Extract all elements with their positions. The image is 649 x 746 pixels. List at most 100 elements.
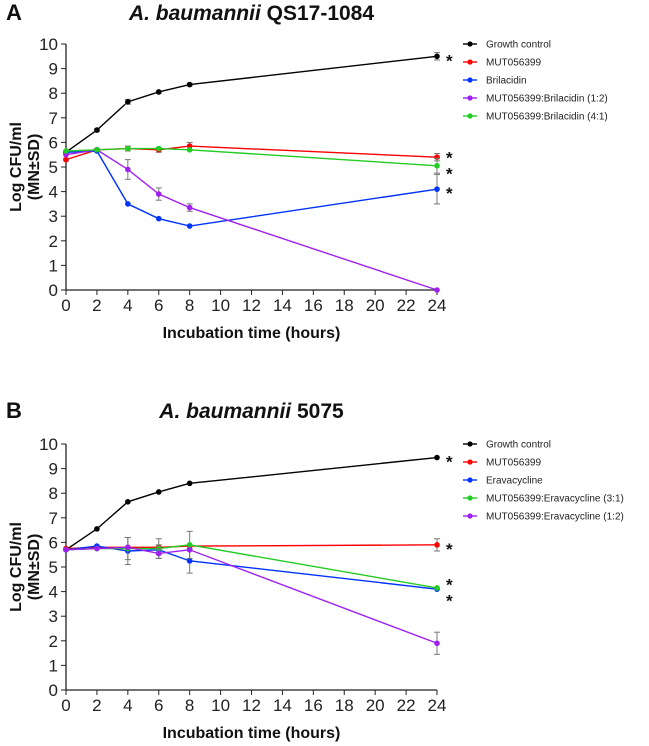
y-tick-label: 2 [49,632,58,651]
y-tick-label: 9 [49,460,58,479]
data-point [434,542,440,548]
x-tick-label: 12 [242,696,261,715]
data-point [434,162,440,169]
x-tick-label: 22 [397,696,416,715]
y-tick-label: 7 [49,109,58,128]
significance-asterisk: * [446,164,453,183]
legend-entry: MUT056399:Eravacycline (3:1) [486,494,624,505]
series-line [65,456,438,551]
y-tick-label: 1 [49,256,58,275]
legend-marker [467,459,473,465]
x-axis-label: Incubation time (hours) [163,725,341,742]
y-tick-label: 6 [49,133,58,152]
legend-marker [467,477,473,483]
y-tick-label: 0 [49,681,58,700]
x-tick-label: 6 [154,696,163,715]
y-tick-label: 10 [39,35,58,54]
significance-asterisk: * [446,540,453,559]
data-point [186,204,193,211]
legend-entry: MUT056399 [486,58,541,69]
legend-marker [467,41,473,47]
y-tick-label: 3 [49,607,58,626]
x-tick-label: 18 [335,296,354,315]
chart-title: A. baumannii 5075 [158,400,344,423]
series-line [65,55,438,153]
y-tick-label: 5 [49,558,58,577]
x-tick-label: 12 [242,296,261,315]
title-species: A. baumannii [128,2,262,25]
series-line [65,149,438,291]
series-line [65,545,438,590]
legend-entry: Growth control [486,40,551,51]
data-point [125,99,131,105]
x-tick-label: 10 [211,696,230,715]
x-tick-label: 14 [273,296,292,315]
data-point [63,148,69,154]
data-point [155,215,162,222]
x-tick-label: 16 [304,296,323,315]
significance-asterisk: * [446,184,453,203]
x-tick-label: 6 [154,296,163,315]
data-point [94,146,100,153]
x-tick-label: 14 [273,696,292,715]
y-tick-label: 4 [49,183,58,202]
x-tick-label: 18 [335,696,354,715]
x-tick-label: 8 [185,296,194,315]
data-point [125,201,131,207]
data-point [94,545,100,552]
y-tick-label: 0 [49,281,58,300]
data-point [125,499,131,505]
data-point [125,544,131,551]
data-point [434,640,440,647]
legend-marker [467,495,473,501]
x-tick-label: 0 [61,296,70,315]
series-2: * [63,148,453,229]
legend-marker [467,77,473,83]
title-strain: QS17-1084 [261,2,375,25]
series-line [65,544,438,589]
chart-title: A. baumannii QS17-1084 [128,2,374,25]
data-point [155,89,162,95]
legend-entry: Brilacidin [486,76,527,87]
legend-entry: MUT056399:Brilacidin (4:1) [486,112,608,123]
data-point [434,454,440,461]
y-tick-label: 8 [49,84,58,103]
x-tick-label: 2 [92,296,101,315]
series-line [65,544,438,550]
data-point [94,127,100,133]
y-tick-label: 8 [49,484,58,503]
data-point [186,558,193,564]
data-point [186,223,193,229]
data-point [125,145,131,152]
significance-asterisk: * [446,51,453,70]
data-point [155,489,162,495]
x-tick-label: 20 [366,696,385,715]
x-tick-label: 24 [428,696,447,715]
y-tick-label: 1 [49,656,58,675]
legend-marker [467,95,473,101]
legend-entry: MUT056399 [486,458,541,469]
series-0: * [63,51,453,156]
legend-entry: MUT056399:Brilacidin (1:2) [486,94,608,105]
y-tick-label: 2 [49,232,58,251]
data-point [434,585,440,591]
data-point [125,166,131,173]
y-axis-label-line1: Log CFU/ml [8,522,25,612]
data-point [155,191,162,197]
data-point [186,81,193,88]
significance-asterisk: * [446,576,453,595]
legend-entry: MUT056399:Eravacycline (1:2) [486,512,624,523]
data-point [63,546,69,553]
series-3 [63,146,440,293]
data-point [155,145,162,152]
y-tick-label: 5 [49,158,58,177]
data-point [186,146,193,153]
data-point [186,542,193,548]
x-tick-label: 0 [61,696,70,715]
x-tick-label: 24 [428,296,447,315]
title-species: A. baumannii [158,400,292,423]
y-tick-label: 10 [39,435,58,454]
